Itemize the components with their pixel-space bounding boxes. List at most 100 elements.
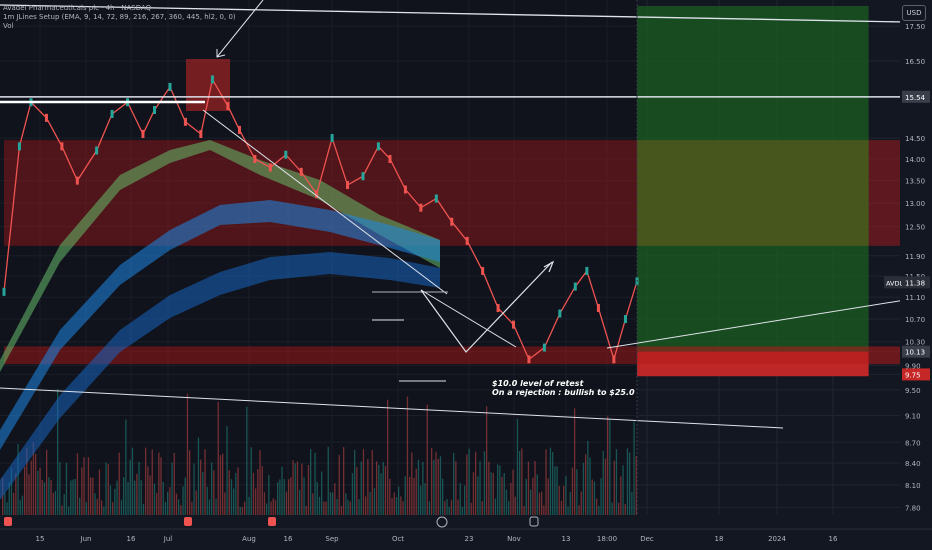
- volume-bar: [98, 469, 101, 515]
- volume-bar: [301, 463, 303, 515]
- price-tick-label: 11.10: [905, 294, 925, 302]
- projection-path: [420, 261, 553, 353]
- volume-bar: [288, 479, 290, 515]
- volume-bar: [428, 501, 431, 515]
- volume-bar: [380, 473, 382, 515]
- volume-bar: [442, 478, 444, 515]
- volume-bar: [138, 461, 140, 515]
- volume-bar: [204, 449, 206, 515]
- candle: [403, 185, 407, 194]
- volume-bar: [534, 460, 536, 515]
- volume-bar: [492, 472, 494, 515]
- volume-bar: [519, 451, 521, 515]
- currency-badge[interactable]: USD: [902, 5, 926, 21]
- volume-bar: [277, 482, 279, 515]
- volume-bar: [354, 450, 356, 515]
- volume-bar: [387, 399, 389, 515]
- price-tick-label: 10.70: [905, 316, 925, 324]
- time-tick-label: 16: [127, 535, 136, 543]
- earnings-icon: [4, 517, 12, 526]
- volume-bar: [409, 476, 411, 515]
- volume-bars: [2, 388, 637, 515]
- time-tick-label: 23: [465, 535, 474, 543]
- volume-bar: [464, 485, 466, 515]
- price-label: 9.75: [905, 371, 921, 379]
- volume-bar: [470, 502, 472, 515]
- volume-bar: [360, 461, 362, 515]
- volume-bar: [283, 479, 285, 515]
- volume-bar: [217, 401, 219, 515]
- volume-bar: [510, 482, 512, 515]
- volume-bar: [494, 498, 497, 515]
- candle: [496, 304, 500, 313]
- volume-bar: [475, 451, 477, 515]
- volume-bar: [613, 460, 615, 515]
- volume-bar: [266, 503, 268, 515]
- volume-bar: [596, 498, 598, 515]
- candle: [199, 129, 203, 138]
- volume-bar: [426, 404, 428, 515]
- volume-bar: [310, 449, 312, 515]
- volume-bar: [327, 446, 329, 515]
- volume-bar: [479, 461, 481, 515]
- volume-bar: [257, 469, 259, 515]
- volume-bar: [402, 501, 404, 515]
- volume-bar: [103, 506, 105, 515]
- price-label-bg: [902, 90, 930, 103]
- volume-bar: [376, 461, 378, 515]
- volume-bar: [611, 502, 613, 515]
- price-tick-label: 13.50: [905, 178, 925, 186]
- time-axis[interactable]: 15 Jun 16 Jul Aug 16 Sep Oct 23 Nov 13 18:00 Dec 18 20…: [0, 515, 932, 550]
- volume-legend[interactable]: Vol: [3, 22, 14, 30]
- annotation-retest[interactable]: $10.0 level of retest: [492, 379, 584, 388]
- volume-bar: [332, 492, 334, 515]
- lightning-icon: [436, 516, 448, 528]
- volume-bar: [167, 491, 169, 515]
- volume-bar: [411, 452, 413, 515]
- volume-bar: [371, 450, 373, 515]
- volume-bar: [294, 463, 296, 515]
- ribbon-ema-72-89: [0, 140, 440, 372]
- volume-bar: [486, 406, 488, 515]
- price-tick-label: 14.00: [905, 156, 925, 164]
- volume-bar: [521, 448, 523, 515]
- volume-bar: [314, 452, 316, 515]
- volume-bar: [211, 462, 213, 515]
- price-tick-label: 8.10: [905, 482, 921, 490]
- candle: [419, 203, 423, 212]
- indicator-legend[interactable]: 1m JLines Setup (EMA, 9, 14, 72, 89, 216…: [3, 13, 236, 21]
- volume-bar: [292, 460, 294, 515]
- price-axis[interactable]: 17.50 16.50 14.50 14.00 13.50 13.00 12.50 11.90…: [884, 0, 932, 550]
- volume-bar: [299, 489, 301, 515]
- time-axis-bg: [0, 515, 932, 550]
- volume-bar: [112, 502, 114, 515]
- volume-bar: [228, 470, 230, 515]
- time-tick-label: 16: [284, 535, 293, 543]
- price-tick-label: 7.80: [905, 504, 921, 512]
- dividend-icon: [529, 516, 539, 527]
- candle: [434, 194, 438, 203]
- volume-bar: [618, 502, 620, 515]
- volume-bar: [516, 418, 519, 515]
- volume-bar: [74, 478, 76, 515]
- volume-bar: [609, 419, 611, 515]
- symbol-title: Avadel Pharmaceuticals plc · 4h · NASDAQ: [3, 4, 152, 12]
- volume-bar: [501, 476, 503, 515]
- volume-bar: [239, 506, 241, 515]
- annotation-target[interactable]: On a rejection : bullish to $25.0: [492, 388, 635, 397]
- volume-bar: [367, 459, 369, 515]
- volume-bar: [580, 491, 582, 515]
- volume-bar: [65, 462, 68, 515]
- candle: [481, 266, 485, 275]
- volume-bar: [574, 408, 576, 515]
- volume-bar: [4, 492, 6, 515]
- volume-bar: [105, 462, 107, 515]
- symbol-tag: AVDL: [886, 279, 903, 287]
- volume-bar: [600, 478, 602, 515]
- volume-bar: [472, 472, 475, 515]
- volume-bar: [125, 419, 127, 515]
- volume-bar: [378, 464, 380, 515]
- volume-bar: [153, 483, 156, 515]
- volume-bar: [560, 500, 563, 515]
